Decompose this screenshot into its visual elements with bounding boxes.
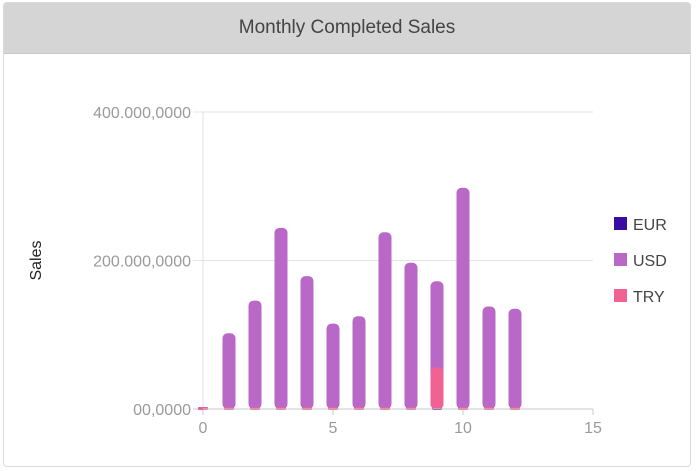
bar-usd [352, 316, 366, 409]
bar-usd [300, 276, 314, 409]
bar-usd [404, 262, 418, 409]
bar-try [430, 367, 444, 409]
legend-label-try: TRY [633, 289, 665, 306]
y-tick-label: 00,0000 [133, 402, 191, 419]
legend-swatch-try [614, 289, 627, 302]
panel-title: Monthly Completed Sales [238, 17, 456, 38]
x-tick-label: 0 [199, 420, 208, 437]
x-tick-label: 10 [454, 420, 472, 437]
legend-label-eur: EUR [633, 217, 667, 234]
bar-usd [222, 333, 236, 409]
x-tick-label: 5 [329, 420, 338, 437]
y-tick-label: 200.000,0000 [93, 254, 191, 271]
panel-header: Monthly Completed Sales [4, 3, 690, 54]
legend-swatch-usd [614, 253, 627, 266]
x-tick-label: 15 [584, 420, 602, 437]
bar-usd [456, 187, 470, 409]
bar-usd [326, 323, 340, 409]
legend-swatch-eur [614, 217, 627, 230]
bar-usd [378, 232, 392, 409]
bar-usd [248, 300, 262, 409]
bar-usd [508, 308, 522, 409]
bar-usd [482, 306, 496, 409]
y-tick-label: 400.000,0000 [93, 105, 191, 122]
bar-usd [274, 227, 288, 409]
chart-panel: Monthly Completed Sales [3, 2, 691, 467]
y-axis-title: Sales [28, 240, 45, 280]
legend-label-usd: USD [633, 253, 667, 270]
